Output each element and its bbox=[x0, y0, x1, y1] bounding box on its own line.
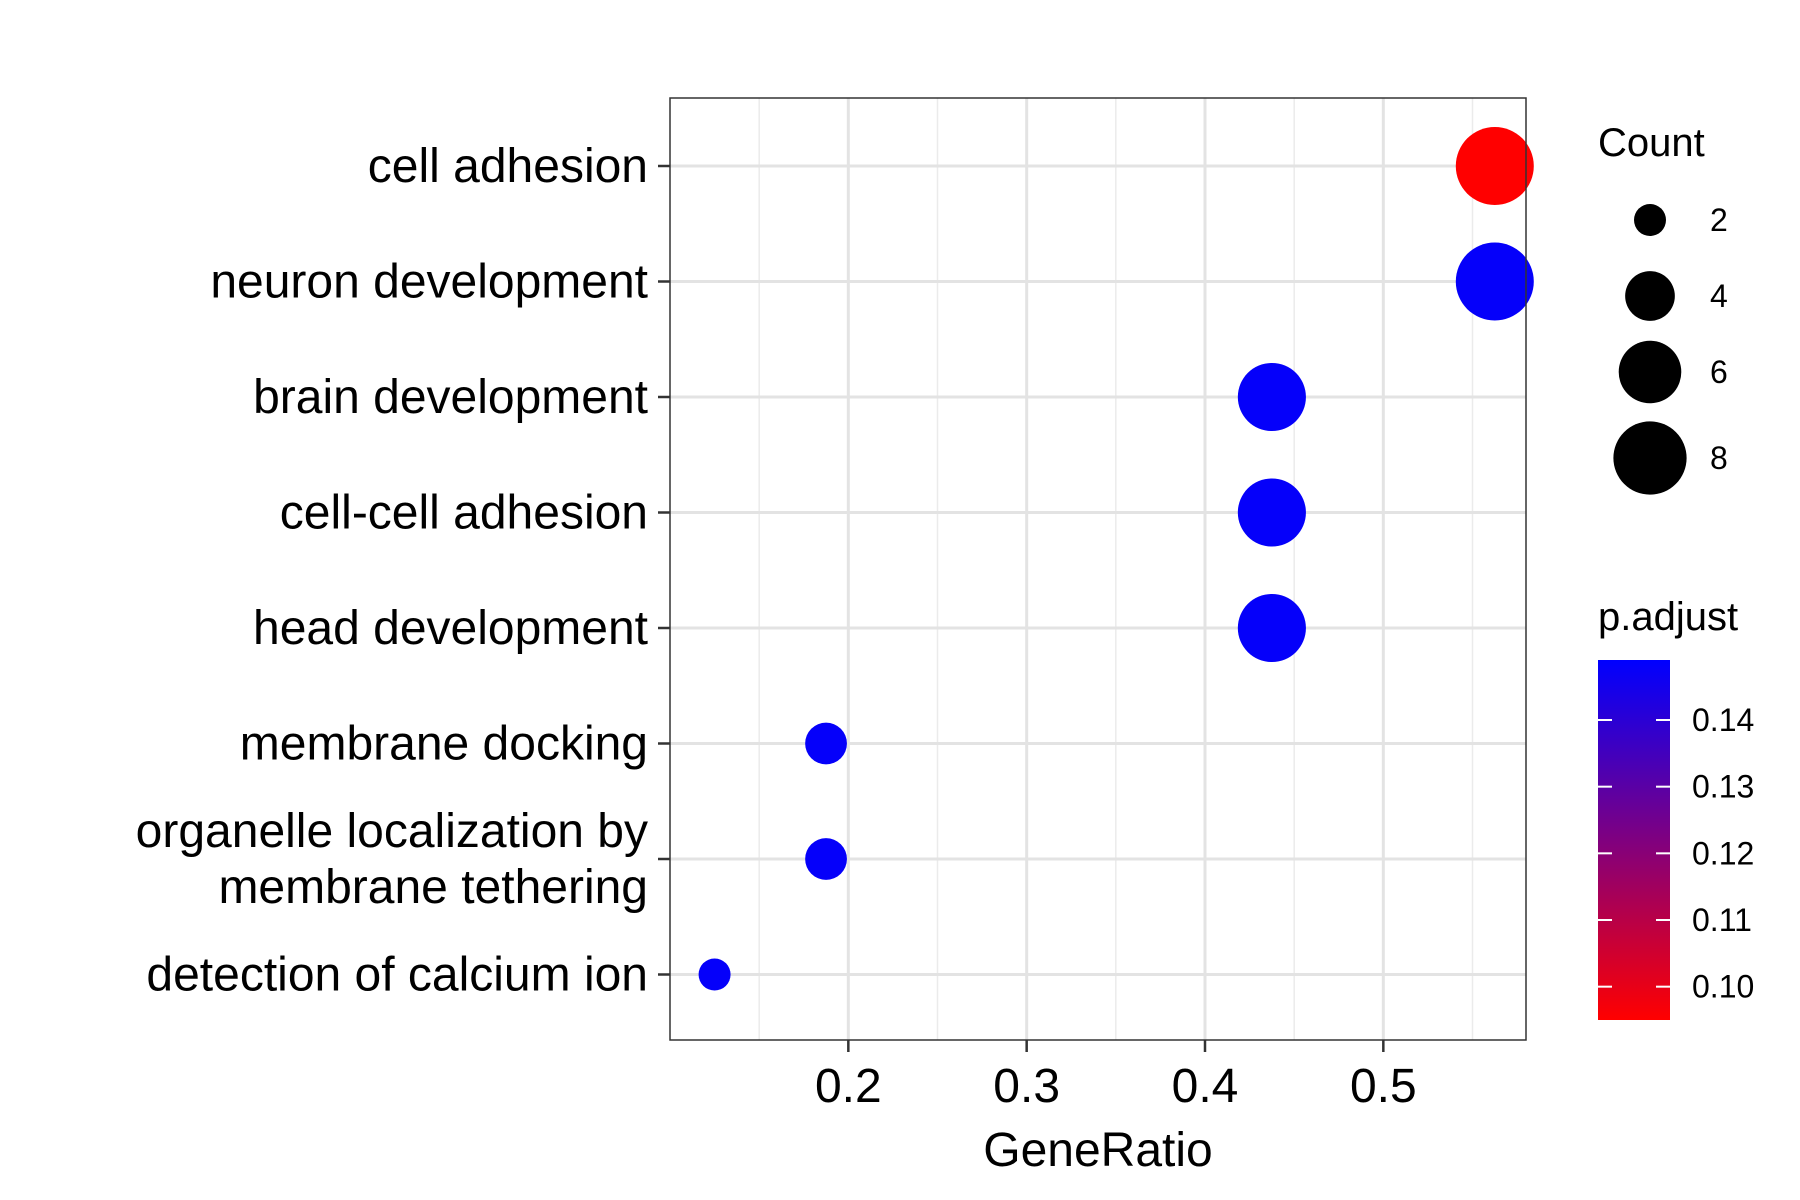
count-legend-label: 6 bbox=[1710, 354, 1728, 390]
y-tick-label: membrane docking bbox=[240, 718, 648, 771]
x-tick-label: 0.4 bbox=[1172, 1060, 1239, 1113]
data-point bbox=[1237, 478, 1306, 547]
y-tick-label: neuron development bbox=[210, 256, 648, 309]
data-point bbox=[1455, 127, 1534, 205]
count-legend-key bbox=[1613, 421, 1687, 495]
colorbar-tick-label: 0.13 bbox=[1692, 769, 1754, 805]
y-tick-label: organelle localization by membrane tether… bbox=[136, 805, 648, 914]
y-axis: cell adhesion neuron development brain dev… bbox=[136, 140, 670, 1002]
data-point bbox=[805, 838, 847, 880]
count-legend-key bbox=[1634, 204, 1666, 236]
p-adjust-colorbar bbox=[1598, 660, 1670, 1020]
grid bbox=[670, 98, 1526, 1040]
data-point bbox=[1455, 242, 1534, 321]
x-tick-label: 0.2 bbox=[815, 1060, 882, 1113]
y-tick-label: brain development bbox=[253, 371, 648, 424]
colorbar-tick-label: 0.14 bbox=[1692, 702, 1754, 738]
count-legend-label: 2 bbox=[1710, 202, 1728, 238]
y-tick-label: cell adhesion bbox=[368, 140, 648, 193]
p-adjust-legend: p.adjust 0.10 0.11 0.12 0.13 0.14 bbox=[1598, 595, 1754, 1020]
data-points bbox=[698, 127, 1534, 991]
x-tick-label: 0.3 bbox=[993, 1060, 1060, 1113]
x-axis: 0.2 0.3 0.4 0.5 bbox=[815, 1040, 1417, 1113]
count-legend-label: 8 bbox=[1710, 440, 1728, 476]
count-legend-title: Count bbox=[1598, 121, 1705, 165]
p-adjust-legend-title: p.adjust bbox=[1598, 595, 1738, 639]
count-legend: Count 2 4 6 8 bbox=[1598, 121, 1728, 495]
count-legend-label: 4 bbox=[1710, 278, 1728, 314]
y-tick-label: cell-cell adhesion bbox=[280, 487, 648, 540]
data-point bbox=[1237, 362, 1306, 432]
y-tick-label: detection of calcium ion bbox=[146, 949, 648, 1002]
data-point bbox=[805, 722, 847, 765]
y-tick-label: head development bbox=[253, 602, 648, 655]
colorbar-tick-label: 0.11 bbox=[1692, 902, 1752, 938]
colorbar-tick-label: 0.10 bbox=[1692, 969, 1754, 1005]
x-tick-label: 0.5 bbox=[1350, 1060, 1417, 1113]
data-point bbox=[698, 958, 731, 991]
colorbar-tick-label: 0.12 bbox=[1692, 835, 1754, 871]
count-legend-key bbox=[1618, 340, 1682, 404]
plot-panel-border bbox=[669, 97, 1527, 1041]
data-point bbox=[1237, 593, 1306, 663]
x-axis-title: GeneRatio bbox=[983, 1124, 1212, 1177]
count-legend-key bbox=[1625, 271, 1675, 321]
